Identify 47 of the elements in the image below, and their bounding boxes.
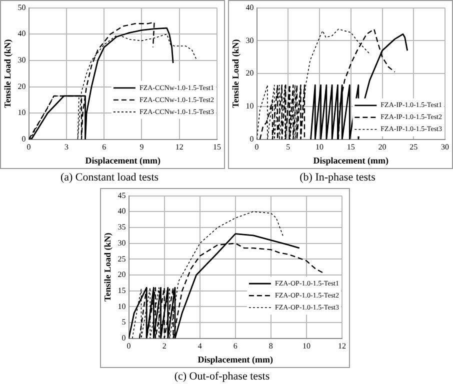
y-tick-label: 0 xyxy=(22,134,26,144)
y-tick-label: 30 xyxy=(18,56,26,65)
y-tick-label: 30 xyxy=(118,238,126,248)
y-axis-title: Tensile Load (kN) xyxy=(230,39,241,108)
x-tick-label: 6 xyxy=(102,142,106,152)
x-tick-label: 6 xyxy=(233,341,238,350)
y-tick-label: 10 xyxy=(118,302,126,311)
text: (a) Constant load tests xyxy=(60,171,159,184)
y-tick-label: 40 xyxy=(18,29,26,38)
y-tick-label: 25 xyxy=(118,254,126,264)
x-tick-label: 12 xyxy=(175,142,184,152)
y-tick-label: 0 xyxy=(250,134,254,144)
y-tick-label: 0 xyxy=(122,333,126,342)
y-tick-label: 10 xyxy=(246,102,254,111)
x-tick-label: 20 xyxy=(378,142,386,152)
x-tick-label: 25 xyxy=(410,142,418,152)
x-tick-label: 3 xyxy=(64,142,68,152)
y-axis-title: Tensile Load (kN) xyxy=(102,232,113,302)
x-tick-label: 2 xyxy=(162,341,166,350)
y-tick-label: 15 xyxy=(118,286,126,295)
y-tick-label: 50 xyxy=(18,2,26,12)
y-tick-label: 20 xyxy=(18,82,26,91)
x-tick-label: 4 xyxy=(198,341,202,350)
y-tick-label: 5 xyxy=(122,318,126,327)
y-tick-label: 10 xyxy=(18,108,26,118)
y-tick-label: 20 xyxy=(118,270,126,280)
x-tick-label: 8 xyxy=(268,341,273,350)
y-tick-label: 40 xyxy=(118,206,126,216)
x-tick-label: 10 xyxy=(316,142,324,152)
x-tick-label: 15 xyxy=(346,142,355,152)
y-axis-title: Tensile Load (kN) xyxy=(2,39,13,108)
x-axis-title: Displacement (mm) xyxy=(198,354,274,365)
y-tick-label: 45 xyxy=(118,190,126,200)
x-axis-title: Displacement (mm) xyxy=(313,156,389,166)
x-tick-label: 10 xyxy=(302,341,310,350)
text: (c) Out-of-phase tests xyxy=(174,370,270,382)
y-tick-label: 35 xyxy=(118,222,126,232)
y-tick-label: 40 xyxy=(246,2,254,12)
y-tick-label: 30 xyxy=(246,36,254,45)
y-tick-label: 20 xyxy=(246,68,254,78)
x-tick-label: 12 xyxy=(338,341,346,350)
text: (b) In-phase tests xyxy=(300,171,376,184)
x-tick-label: 5 xyxy=(286,142,290,152)
x-tick-label: 9 xyxy=(140,142,144,152)
x-axis-title: Displacement (mm) xyxy=(85,156,161,166)
x-tick-label: 30 xyxy=(441,142,449,152)
x-tick-label: 15 xyxy=(213,142,221,152)
